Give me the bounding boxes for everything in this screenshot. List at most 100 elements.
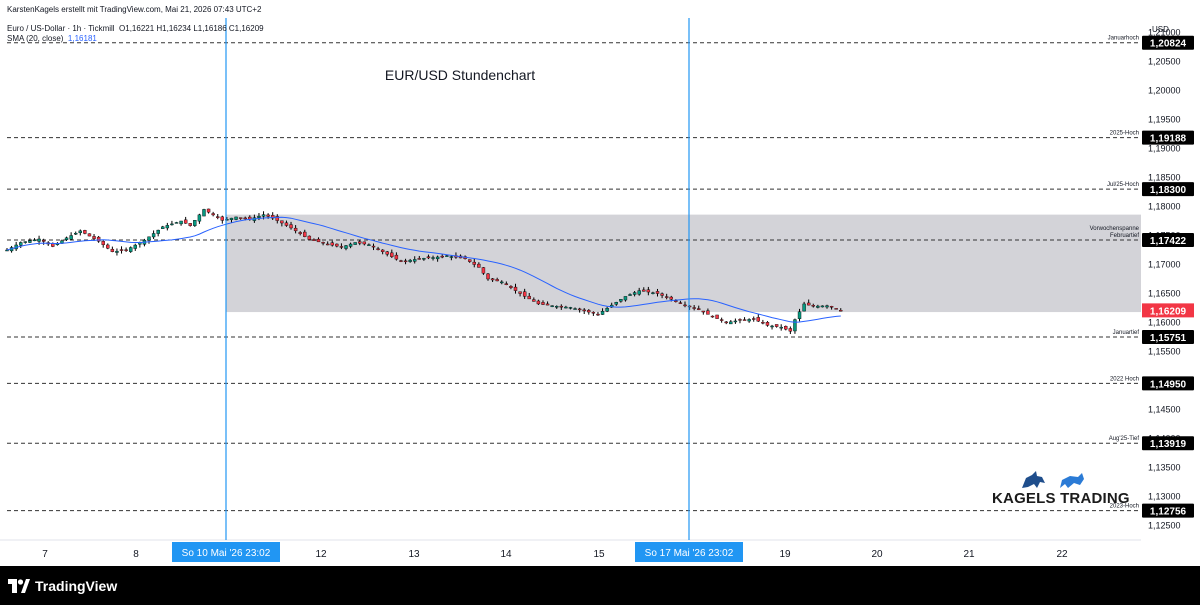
candle-body [779,326,783,329]
candle-body [596,313,600,316]
candle-body [101,241,105,245]
time-tick-label: 14 [500,549,512,560]
price-axis [1141,18,1200,566]
price-axis-currency: USD [1152,25,1169,34]
indicator-label: SMA (20, close) [7,34,64,43]
candle-body [701,310,706,313]
candle-body [527,295,531,300]
price-tick-label: 1,12500 [1148,521,1181,531]
candle-body [806,302,811,306]
price-tick-label: 1,15500 [1148,347,1181,357]
level-price-label: 1,19188 [1150,134,1187,145]
price-tick-label: 1,18500 [1148,173,1181,183]
candle-body [225,219,229,221]
level-name: 2023-Hoch [1110,504,1139,510]
candle-body [325,243,330,246]
candle-body [335,243,339,247]
price-tick-label: 1,19500 [1148,115,1181,125]
level-name: 2022 Hoch [1110,376,1139,382]
price-tick-label: 1,19000 [1148,144,1181,154]
time-tick-label: 22 [1056,549,1068,560]
candle-body [422,258,426,260]
candle-body [761,322,765,324]
candle-body [321,242,325,244]
candle-body [564,306,568,309]
candle-body [660,293,664,296]
candle-body [110,248,115,252]
candle-body [559,305,564,308]
candle-body [587,310,591,313]
candle-body [156,229,160,234]
tradingview-logo[interactable]: TradingView [8,578,117,594]
candle-body [147,236,151,241]
candle-body [522,291,527,297]
candle-body [28,240,32,243]
candle-body [513,286,518,291]
price-tick-label: 1,16500 [1148,289,1181,299]
candle-body [238,217,243,219]
candle-body [307,235,312,240]
time-tick-label: 15 [593,549,605,560]
candle-body [435,256,440,260]
price-tick-label: 1,13000 [1148,492,1181,502]
price-tick-label: 1,13500 [1148,463,1181,473]
candle-body [573,308,577,310]
candle-body [756,317,760,322]
logo-text: KAGELS TRADING [992,490,1130,507]
candle-body [600,311,605,315]
time-tick-label: 20 [871,549,883,560]
candle-body [793,319,797,332]
candle-body [19,242,23,246]
candle-body [339,246,344,248]
candle-body [376,248,380,250]
candle-body [124,249,128,251]
candle-body [550,305,554,307]
level-name: Aug'25-Tief [1109,436,1140,442]
candle-body [674,300,678,302]
level-name: Februartief [1110,233,1139,239]
candle-body [74,232,78,235]
candle-body [353,242,357,245]
candle-body [426,256,431,259]
candle-body [623,296,628,301]
vertical-marker-label: So 17 Mai '26 23:02 [645,548,734,559]
price-tick-label: 1,20500 [1148,57,1181,67]
candle-body [509,286,513,288]
level-name: Januartief [1113,330,1140,336]
price-chart[interactable]: USD1,210001,205001,200001,195001,190001,… [0,0,1200,566]
candle-body [234,216,238,220]
time-tick-label: 13 [408,549,420,560]
level-price-label: 1,13919 [1150,439,1187,450]
indicator-legend[interactable]: SMA (20, close) 1,16181 [7,34,97,43]
candle-body [87,233,92,237]
candle-body [408,259,412,262]
time-tick-label: 19 [779,549,791,560]
candle-body [619,299,623,302]
candle-body [568,307,573,309]
candle-body [770,325,774,328]
candle-body [399,260,403,262]
candle-body [128,247,133,252]
level-price-label: 1,14950 [1150,379,1187,390]
candle-body [174,222,179,224]
candle-body [92,236,96,239]
candle-body [477,263,481,268]
candle-body [344,245,348,249]
candle-body [541,302,545,305]
candle-body [605,307,609,312]
candle-body [32,239,37,242]
candle-body [293,227,298,232]
indicator-value: 1,16181 [67,34,97,43]
candle-body [472,261,476,265]
candle-body [298,232,302,234]
candle-body [216,216,220,218]
candle-body [614,302,618,305]
candle-body [481,267,486,274]
level-price-box [1142,182,1194,197]
time-tick-label: 8 [133,549,139,560]
candle-body [784,326,788,330]
candle-body [710,315,715,318]
price-tick-label: 1,18000 [1148,202,1181,212]
level-price-label: 1,18300 [1150,185,1187,196]
candle-body [119,249,124,251]
